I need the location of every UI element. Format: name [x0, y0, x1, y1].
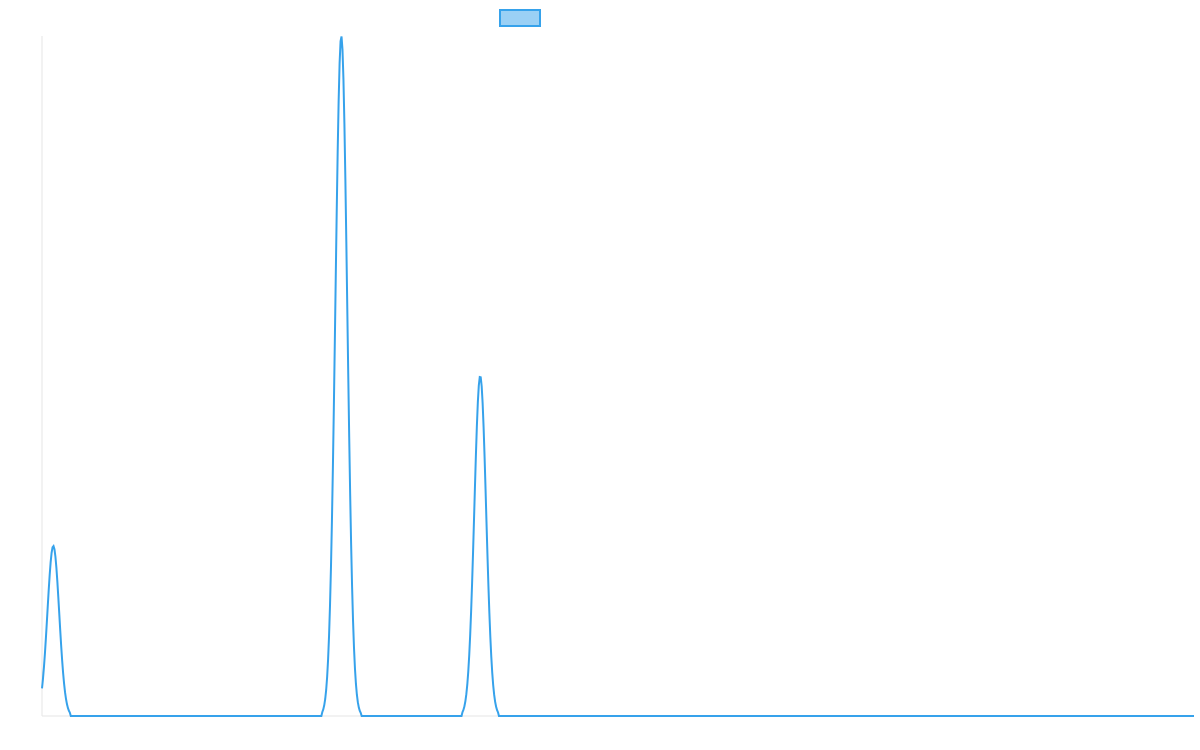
plot-area: [41, 36, 1194, 717]
legend-swatch[interactable]: [499, 9, 541, 27]
series-line[interactable]: [41, 36, 1194, 717]
series-layer: [41, 36, 1194, 717]
legend: [499, 9, 541, 27]
